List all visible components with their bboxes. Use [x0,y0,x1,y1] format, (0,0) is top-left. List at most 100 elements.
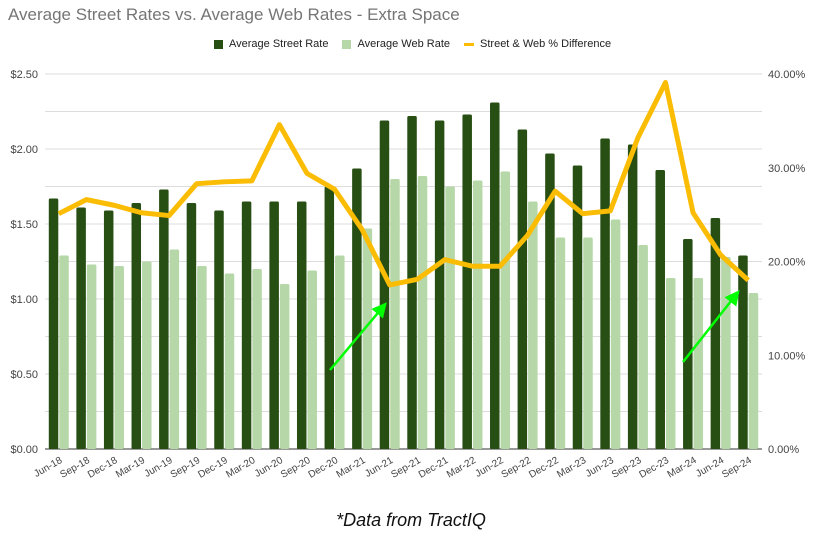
bar-web-rate [279,284,290,449]
bar-web-rate [748,293,759,449]
bar-web-rate [362,228,373,449]
legend-label: Average Web Rate [357,38,451,50]
bar-web-rate [142,261,152,449]
legend-label: Average Street Rate [229,38,329,50]
x-tick-label: Sep-21 [389,455,423,481]
x-tick-label: Sep-23 [610,455,644,481]
bar-web-rate [307,270,317,449]
bar-web-rate [169,249,180,449]
y-left-tick-label: $0.00 [10,444,38,456]
legend-item-street: Average Street Rate [214,38,328,50]
bar-street-rate [352,168,362,449]
bar-street-rate [186,203,197,449]
bar-street-rate [627,144,638,449]
bar-web-rate [721,257,731,449]
legend: Average Street Rate Average Web Rate Str… [214,38,611,50]
y-right-tick-label: 30.00% [768,163,806,175]
bar-web-rate [528,201,538,449]
y-left-tick-label: $2.00 [10,144,38,156]
bar-web-rate [472,180,483,449]
x-tick-label: Dec-18 [86,455,120,481]
y-left-tick-label: $1.50 [10,219,38,231]
legend-item-diff: Street & Web % Difference [464,38,611,50]
legend-swatch [342,39,352,49]
bar-web-rate [390,179,400,449]
bar-street-rate [545,153,555,449]
bar-street-rate [490,102,500,449]
y-left-tick-label: $0.50 [10,369,38,381]
x-tick-label: Sep-22 [500,455,534,481]
x-tick-label: Jun-21 [363,455,395,480]
bar-street-rate [131,203,142,449]
x-tick-label: Dec-23 [638,455,672,481]
footnote: *Data from TractIQ [336,510,486,530]
bar-street-rate [738,255,748,449]
bar-street-rate [683,239,693,449]
x-tick-label: Jun-18 [32,455,64,480]
y-left-tick-label: $1.00 [10,294,38,306]
y-right-tick-label: 20.00% [768,257,806,269]
bar-web-rate [583,237,593,449]
bar-web-rate [610,219,621,449]
x-tick-label: Jun-19 [143,455,175,480]
x-tick-label: Jun-22 [474,455,506,480]
y-right-tick-label: 10.00% [768,350,806,362]
bar-street-rate [710,218,721,449]
x-tick-label: Jun-20 [253,455,285,480]
bar-web-rate [555,237,566,449]
bar-street-rate [159,189,169,449]
x-tick-label: Dec-20 [307,455,341,481]
bar-web-rate [224,273,235,449]
arrow-annotation [329,302,387,371]
x-tick-label: Sep-19 [169,455,203,481]
x-tick-label: Jun-24 [694,455,726,480]
legend-label: Street & Web % Difference [480,38,612,50]
bar-street-rate [76,207,86,449]
legend-item-web: Average Web Rate [342,38,450,50]
x-tick-label: Dec-22 [527,455,561,481]
bar-street-rate [379,120,390,449]
x-tick-label: Mar-23 [555,455,588,481]
bar-street-rate [517,129,528,449]
bar-web-rate [335,255,345,449]
bar-web-rate [693,278,704,449]
x-tick-label: Mar-20 [224,455,257,481]
bar-web-rate [638,245,648,449]
y-right-tick-label: 0.00% [768,444,799,456]
x-tick-label: Mar-21 [335,455,368,481]
y-left-tick-label: $2.50 [10,69,38,81]
bar-street-rate [572,165,583,449]
bar-web-rate [197,266,207,449]
y-right-tick-label: 40.00% [768,69,806,81]
bar-street-rate [434,120,445,449]
bar-web-rate [59,255,69,449]
bar-street-rate [48,198,59,449]
legend-swatch [464,42,475,46]
bar-street-rate [214,210,224,449]
bar-web-rate [500,171,511,449]
bar-web-rate [252,269,262,449]
bar-web-rate [445,186,455,449]
bar-web-rate [114,266,124,449]
x-tick-label: Sep-18 [58,455,92,481]
legend-swatch [214,39,223,49]
x-tick-label: Mar-22 [445,455,478,481]
x-tick-label: Sep-20 [279,455,313,481]
bar-street-rate [462,114,472,449]
x-tick-label: Jun-23 [584,455,616,480]
x-tick-label: Mar-19 [114,455,147,481]
bar-street-rate [324,186,335,449]
bar-web-rate [417,176,428,449]
line-percent-difference [57,79,750,288]
x-tick-label: Dec-21 [417,455,451,481]
bar-street-rate [600,138,610,449]
x-tick-label: Dec-19 [196,455,230,481]
chart-title: Average Street Rates vs. Average Web Rat… [8,5,460,24]
bar-street-rate [655,170,665,449]
bar-web-rate [665,278,676,449]
x-tick-label: Mar-24 [666,455,699,481]
bar-street-rate [241,201,252,449]
arrow-annotation [682,290,740,363]
bar-web-rate [86,264,97,449]
bar-street-rate [103,210,114,449]
